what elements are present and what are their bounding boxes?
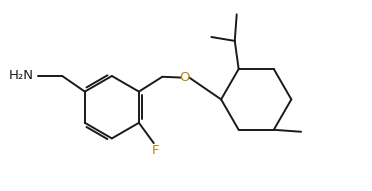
Text: O: O [180,71,190,84]
Text: F: F [151,144,159,157]
Text: H₂N: H₂N [8,70,33,83]
